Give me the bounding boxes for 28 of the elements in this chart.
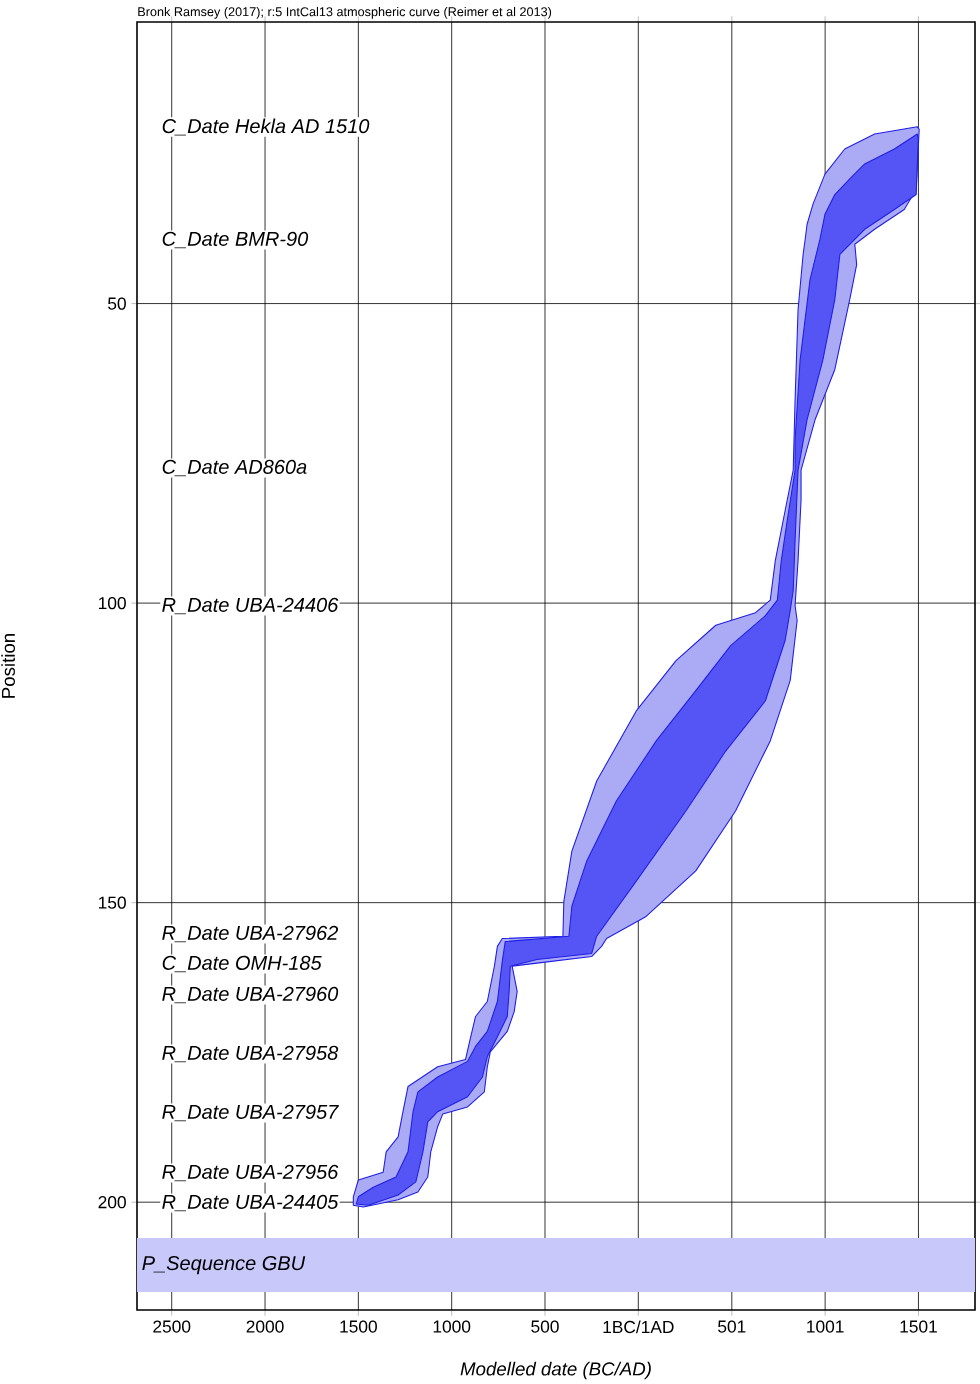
- x-tick-label: 500: [531, 1320, 559, 1333]
- chart-title: Bronk Ramsey (2017); r:5 IntCal13 atmospheric curve (Reimer et al 2013): [138, 6, 552, 19]
- x-axis-title: Modelled date (BC/AD): [460, 1361, 651, 1380]
- annotation: C_Date OMH-185: [162, 955, 322, 973]
- x-tick-label: 2500: [153, 1320, 191, 1333]
- x-tick-label: 1500: [340, 1320, 377, 1333]
- x-tick-label: 1001: [807, 1320, 844, 1333]
- annotation: R_Date UBA-27956: [162, 1164, 339, 1182]
- y-tick-label: 150: [98, 896, 126, 909]
- y-tick-label: 50: [108, 297, 126, 310]
- annotation: R_Date UBA-24406: [162, 597, 339, 615]
- annotation: C_Date AD860a: [162, 459, 307, 477]
- band-label: P_Sequence GBU: [142, 1256, 306, 1275]
- x-tick-label: 1BC/1AD: [603, 1320, 674, 1334]
- y-axis-title: Position: [1, 634, 15, 698]
- annotation: C_Date Hekla AD 1510: [162, 118, 370, 136]
- annotation: R_Date UBA-27962: [162, 925, 339, 943]
- x-tick-label: 1000: [433, 1320, 471, 1333]
- y-tick-label: 200: [98, 1196, 126, 1209]
- x-tick-label: 501: [718, 1320, 746, 1333]
- annotation: C_Date BMR-90: [162, 231, 309, 249]
- annotation: R_Date UBA-27960: [162, 986, 339, 1004]
- x-tick-label: 1501: [900, 1320, 937, 1333]
- y-tick-label: 100: [98, 596, 126, 610]
- x-tick-label: 2000: [246, 1320, 284, 1333]
- annotation: R_Date UBA-27957: [162, 1104, 339, 1122]
- annotation: R_Date UBA-24405: [162, 1194, 339, 1212]
- annotation: R_Date UBA-27958: [162, 1045, 339, 1063]
